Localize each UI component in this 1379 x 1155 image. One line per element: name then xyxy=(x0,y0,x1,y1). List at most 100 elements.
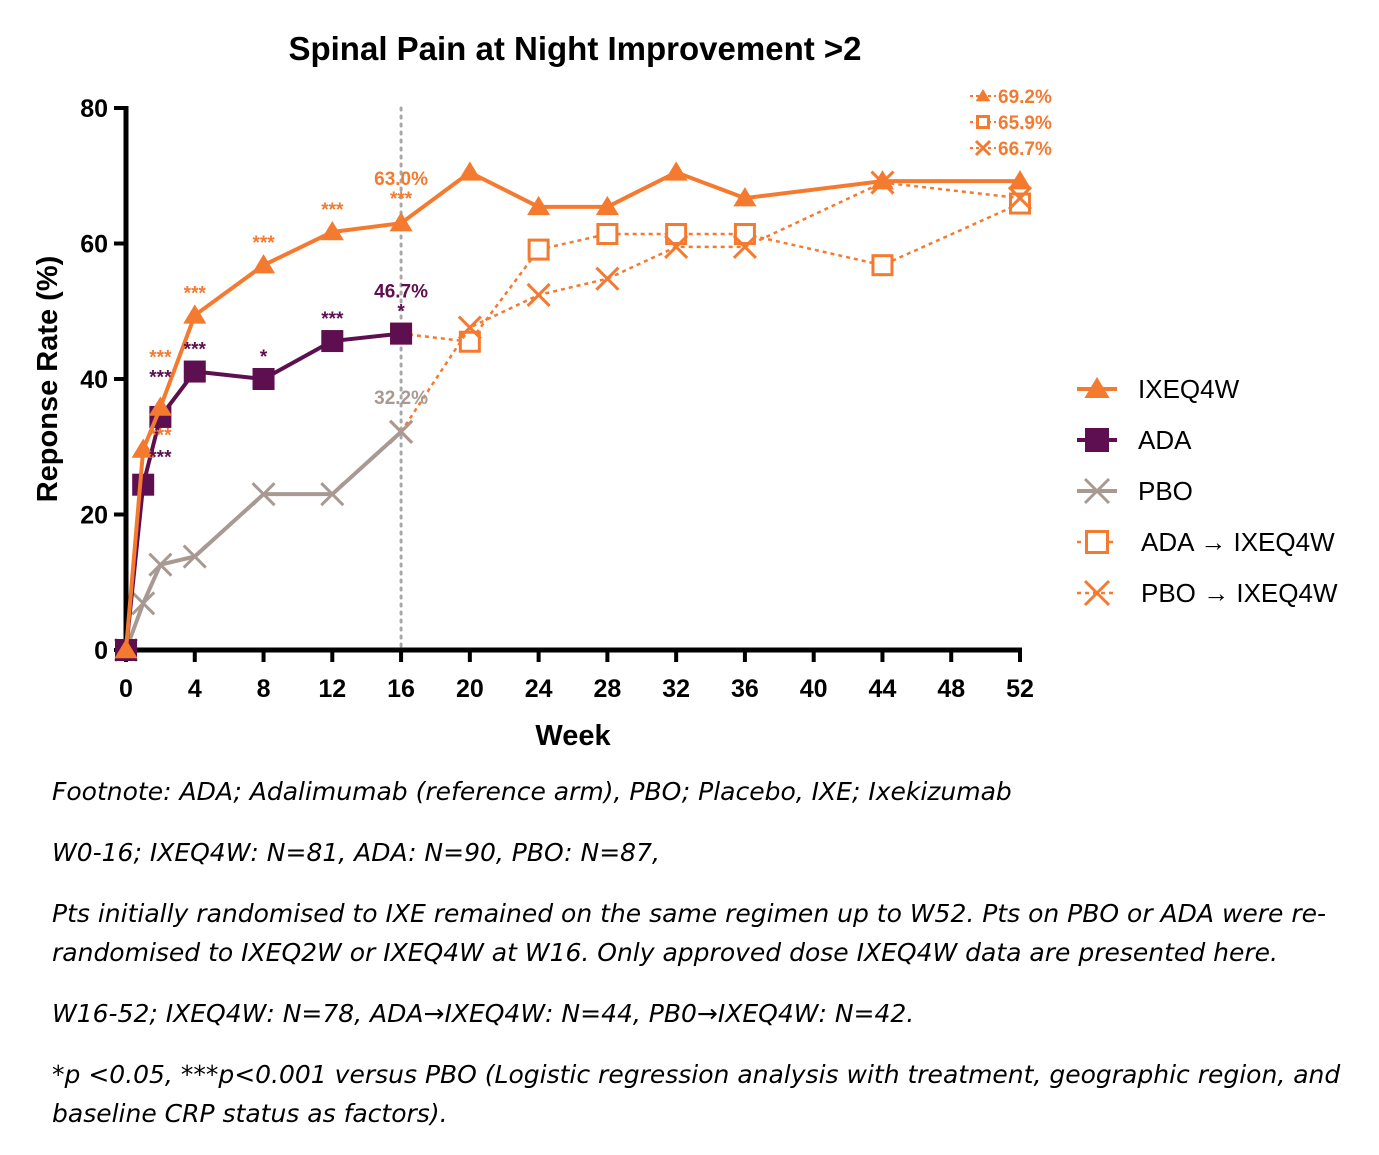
series-3-point xyxy=(871,254,894,277)
series-line-0 xyxy=(124,170,1020,651)
annotation-label: * xyxy=(260,347,268,368)
series-2-point xyxy=(251,482,276,507)
end-label-marker xyxy=(976,115,990,129)
series-2-point xyxy=(148,552,173,577)
annotation-label: *** xyxy=(149,347,172,368)
legend-marker-0 xyxy=(1084,377,1110,398)
series-4-point xyxy=(732,234,757,259)
annotation-label: *** xyxy=(184,340,207,361)
annotation-label: 63.0% xyxy=(374,169,428,190)
series-0-point xyxy=(1008,170,1032,190)
annotation-label: *** xyxy=(149,447,172,468)
legend-marker-2 xyxy=(1083,477,1111,505)
x-tick-label: 32 xyxy=(662,675,690,703)
footnotes: Footnote: ADA; Adalimumab (reference arm… xyxy=(52,772,1352,1155)
series-0-point xyxy=(183,304,207,324)
x-tick-label: 28 xyxy=(593,675,621,703)
annotation-label: 32.2% xyxy=(374,388,428,409)
series-0-point xyxy=(870,170,895,190)
series-2-point xyxy=(389,419,414,444)
series-1-point xyxy=(183,360,206,383)
end-label-text: 65.9% xyxy=(998,113,1052,134)
line-chart: Spinal Pain at Night Improvement >202040… xyxy=(32,30,1338,752)
series-0-point xyxy=(114,639,138,659)
footnote-w0-16-counts: W0-16; IXEQ4W: N=81, ADA: N=90, PBO: N=8… xyxy=(52,838,660,867)
legend-label-3: ADA → IXEQ4W xyxy=(1141,527,1335,557)
x-tick-label: 52 xyxy=(1006,675,1034,703)
series-0-point xyxy=(131,438,155,458)
series-0-point xyxy=(664,161,688,181)
series-line-4 xyxy=(400,181,1021,433)
series-4-point xyxy=(1007,186,1033,211)
footnote-abbreviations: Footnote: ADA; Adalimumab (reference arm… xyxy=(52,777,1012,806)
y-tick-label: 40 xyxy=(80,366,108,394)
x-tick-label: 24 xyxy=(525,675,553,703)
series-4-point xyxy=(457,315,482,340)
x-tick-label: 16 xyxy=(387,675,415,703)
series-0-point xyxy=(389,212,413,232)
legend-label-1: ADA xyxy=(1138,425,1192,455)
series-0-point xyxy=(527,195,551,216)
y-tick-label: 60 xyxy=(80,231,108,259)
series-4-point xyxy=(595,266,620,291)
y-tick-label: 20 xyxy=(80,502,108,530)
x-tick-label: 48 xyxy=(937,675,965,703)
annotation-label: *** xyxy=(321,309,344,330)
chart-title: Spinal Pain at Night Improvement >2 xyxy=(288,30,861,67)
series-4-point xyxy=(526,282,551,308)
annotation-label: *** xyxy=(252,233,275,254)
annotation-label: *** xyxy=(149,425,172,446)
series-3-point xyxy=(665,223,688,246)
legend-marker-3 xyxy=(1085,530,1109,554)
footnote-significance: *p <0.05, ***p<0.001 versus PBO (Logisti… xyxy=(52,1060,1341,1128)
series-1-point xyxy=(252,368,275,390)
series-0-point xyxy=(251,254,276,274)
x-tick-label: 44 xyxy=(869,675,897,703)
series-0-point xyxy=(595,195,619,216)
annotation-label: 46.7% xyxy=(374,282,428,303)
legend-label-0: IXEQ4W xyxy=(1138,374,1240,404)
series-0-point xyxy=(320,220,344,241)
series-1-point xyxy=(321,330,344,353)
legend-label-2: PBO xyxy=(1138,476,1193,506)
x-tick-label: 0 xyxy=(119,675,133,703)
series-3-point xyxy=(596,223,619,246)
series-1-point xyxy=(390,322,413,345)
annotation-label: * xyxy=(397,302,405,323)
x-tick-label: 4 xyxy=(188,675,202,703)
series-3-point xyxy=(733,223,756,246)
y-tick-label: 80 xyxy=(80,95,108,123)
series-0-point xyxy=(148,396,172,416)
x-tick-label: 8 xyxy=(257,675,271,703)
series-2-point xyxy=(320,482,345,507)
legend-marker-1 xyxy=(1085,428,1109,452)
annotation-label: *** xyxy=(149,367,172,388)
series-1-point xyxy=(132,473,155,496)
end-label-text: 69.2% xyxy=(998,87,1052,108)
x-tick-label: 20 xyxy=(456,675,484,703)
series-0-point xyxy=(733,187,757,207)
series-3-point xyxy=(527,238,550,261)
x-axis-label: Week xyxy=(535,720,611,752)
x-tick-label: 36 xyxy=(731,675,759,703)
annotation-label: *** xyxy=(321,200,344,221)
series-line-3 xyxy=(400,202,1021,343)
series-3-point xyxy=(1009,192,1031,215)
end-label-text: 66.7% xyxy=(998,139,1052,160)
legend-label-4: PBO → IXEQ4W xyxy=(1141,578,1338,608)
x-tick-label: 40 xyxy=(800,675,828,703)
y-tick-label: 0 xyxy=(94,637,108,665)
annotation-label: *** xyxy=(184,283,207,304)
end-label-marker xyxy=(975,89,991,102)
end-label-marker xyxy=(974,139,992,157)
annotation-label: *** xyxy=(390,189,413,210)
series-0-point xyxy=(458,161,482,181)
footnote-randomisation: Pts initially randomised to IXE remained… xyxy=(52,899,1327,967)
x-tick-label: 12 xyxy=(318,675,346,703)
y-axis-label: Reponse Rate (%) xyxy=(32,256,64,503)
series-4-point xyxy=(664,234,689,259)
legend-marker-4 xyxy=(1083,579,1111,607)
footnote-w16-52-counts: W16-52; IXEQ4W: N=78, ADA→IXEQ4W: N=44, … xyxy=(52,999,915,1028)
series-2-point xyxy=(131,591,156,616)
series-2-point xyxy=(182,544,207,569)
